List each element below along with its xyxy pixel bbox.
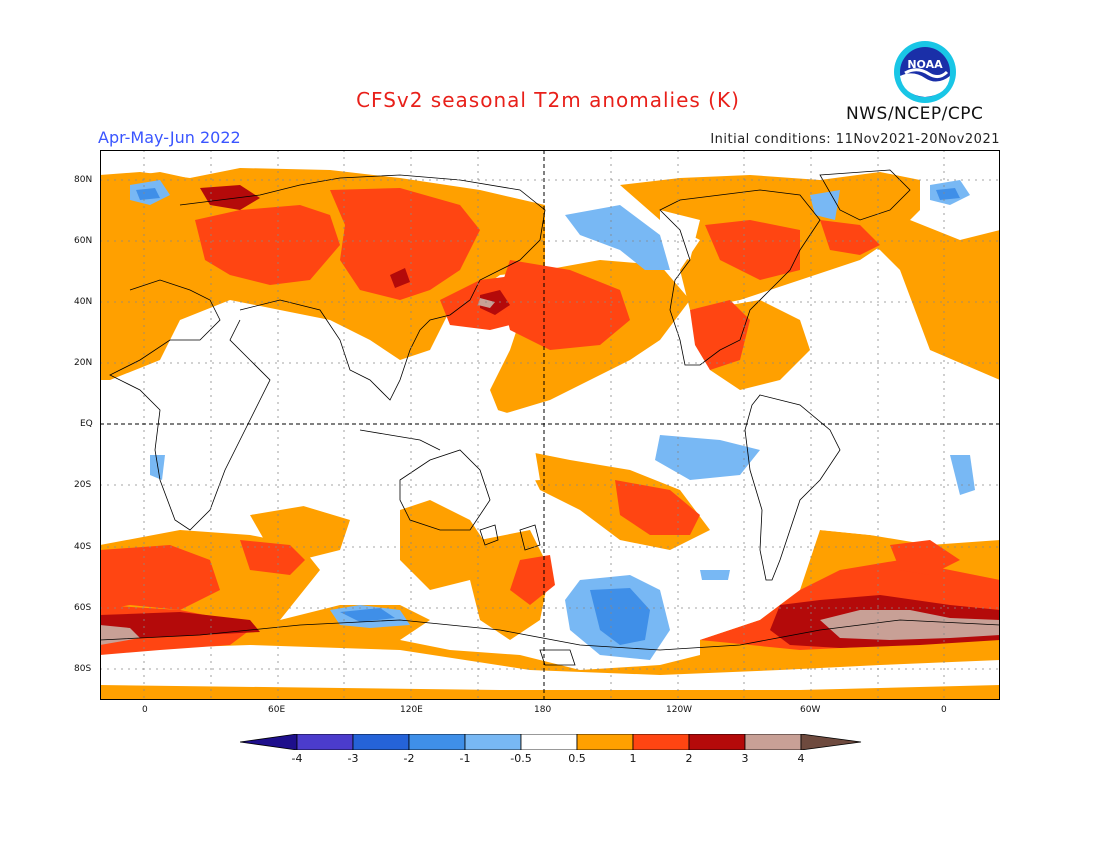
colorbar-label: -0.5 — [510, 752, 532, 765]
initial-conditions-label: Initial conditions: 11Nov2021-20Nov2021 — [710, 132, 1000, 147]
neutral-regions — [100, 210, 1000, 690]
colorbar-swatch — [632, 734, 690, 750]
colorbar-swatch — [576, 734, 634, 750]
agency-label: NWS/NCEP/CPC — [846, 104, 984, 124]
colorbar-swatch — [744, 734, 802, 750]
lon-label: 120E — [400, 705, 423, 715]
reference-lines — [100, 150, 1000, 700]
lat-label: EQ — [80, 419, 93, 429]
colorbar-swatch — [464, 734, 522, 750]
lon-label: 0 — [941, 705, 947, 715]
colorbar-right-arrow — [800, 734, 862, 750]
lat-label: 60N — [74, 236, 93, 246]
colorbar-label: -4 — [291, 752, 303, 765]
colorbar-swatch — [688, 734, 746, 750]
colorbar-swatch — [352, 734, 410, 750]
anomaly-pink-regions — [100, 298, 1000, 645]
colorbar-label: 1 — [629, 752, 637, 765]
lat-label: 60S — [74, 603, 92, 613]
colorbar-label: 4 — [797, 752, 805, 765]
colorbar-label: -1 — [459, 752, 471, 765]
lon-label: 60W — [800, 705, 821, 715]
graticule — [100, 150, 1000, 700]
colorbar-label: 3 — [741, 752, 749, 765]
colorbar-label: -2 — [403, 752, 415, 765]
season-label: Apr-May-Jun 2022 — [98, 128, 241, 147]
colorbar-swatch — [296, 734, 354, 750]
colorbar-swatch — [520, 734, 578, 750]
lat-label: 20S — [74, 480, 92, 490]
colorbar-label: 0.5 — [568, 752, 586, 765]
lat-label: 40S — [74, 542, 92, 552]
coastlines — [100, 169, 1000, 666]
colorbar-label: 2 — [685, 752, 693, 765]
noaa-logo-text: NOAA — [907, 58, 943, 71]
lat-label: 80N — [74, 175, 93, 185]
noaa-logo: NOAA — [894, 41, 956, 103]
lat-label: 80S — [74, 664, 92, 674]
anomaly-map — [100, 150, 1000, 700]
lat-label: 20N — [74, 358, 93, 368]
colorbar-left-arrow — [240, 734, 298, 750]
map-title: CFSv2 seasonal T2m anomalies (K) — [356, 88, 740, 112]
colorbar-label: -3 — [347, 752, 359, 765]
colorbar — [240, 734, 862, 750]
anomaly-blue-regions — [136, 188, 960, 645]
lat-label: 40N — [74, 297, 93, 307]
lon-label: 180 — [534, 705, 552, 715]
lon-label: 0 — [142, 705, 148, 715]
lon-label: 120W — [666, 705, 693, 715]
lon-label: 60E — [268, 705, 286, 715]
colorbar-swatch — [408, 734, 466, 750]
